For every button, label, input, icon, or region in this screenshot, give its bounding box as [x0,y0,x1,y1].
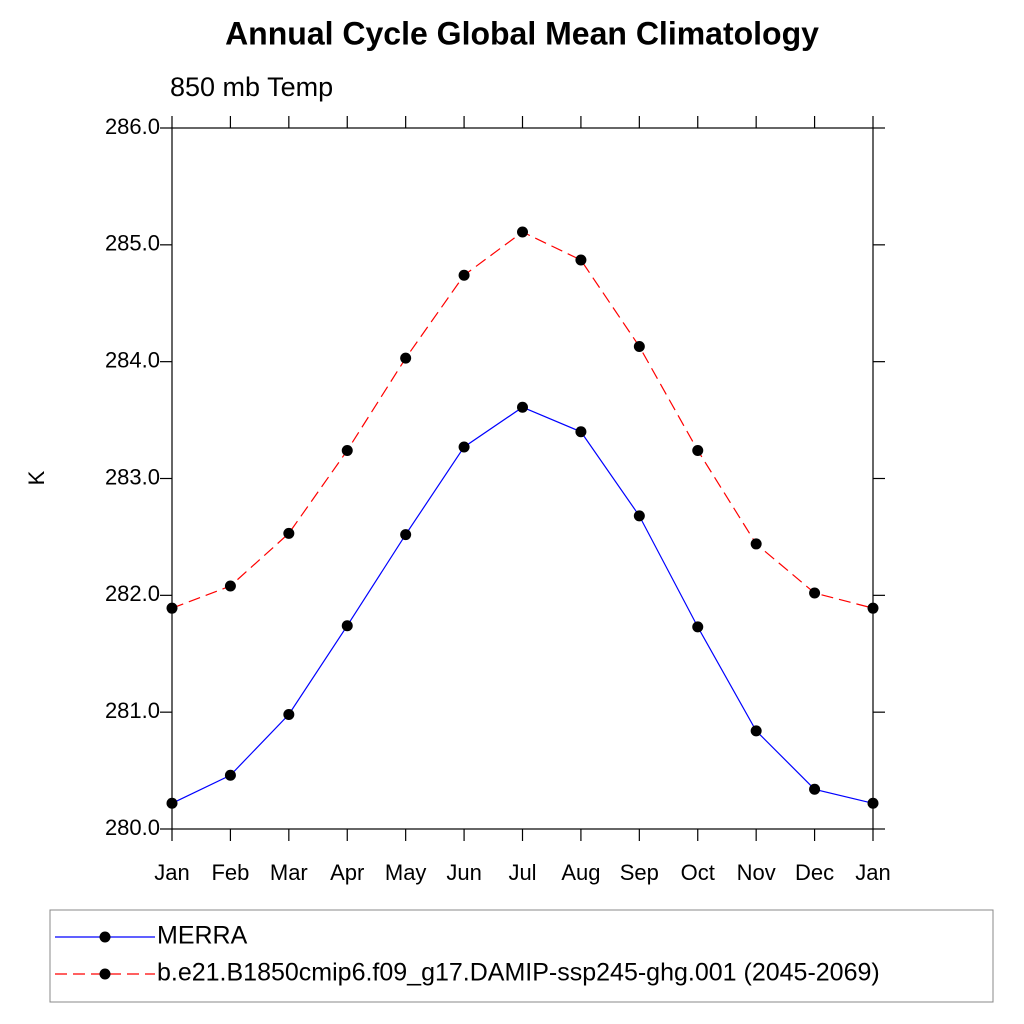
data-point [341,444,353,456]
chart-title: Annual Cycle Global Mean Climatology [225,15,819,51]
x-tick-label: Jan [154,860,189,885]
chart-subtitle: 850 mb Temp [170,72,333,102]
x-tick-label: Dec [795,860,834,885]
data-point [283,709,295,721]
data-point [400,352,412,364]
data-point [575,426,587,438]
data-point [458,441,470,453]
legend-box [49,909,994,1003]
data-point [283,527,295,539]
data-point [633,340,645,352]
data-point [166,797,178,809]
data-point [458,269,470,281]
y-tick-label: 280.0 [105,815,160,840]
x-tick-label: Oct [681,860,715,885]
x-tick-label: Jul [508,860,536,885]
data-point [750,725,762,737]
legend-swatch-marker [99,931,111,943]
x-tick-label: Nov [737,860,776,885]
data-point [750,538,762,550]
data-point [692,621,704,633]
x-tick-label: Aug [561,860,600,885]
y-tick-label: 286.0 [105,114,160,139]
data-point [517,226,528,238]
legend-label: MERRA [157,922,248,950]
x-tick-label: Sep [620,860,659,885]
y-axis-label: K [24,470,49,485]
data-point [867,602,879,614]
data-point [224,580,236,592]
y-tick-label: 281.0 [105,698,160,723]
x-tick-label: Jun [446,860,481,885]
x-tick-label: Mar [270,860,308,885]
x-tick-label: Apr [330,860,364,885]
data-point [633,510,645,522]
y-tick-label: 285.0 [105,231,160,256]
data-point [692,444,704,456]
legend-swatch-marker [99,968,111,980]
data-point [224,769,236,781]
x-tick-label: Feb [211,860,249,885]
y-tick-label: 284.0 [105,347,160,372]
data-point [867,797,879,809]
data-point [517,401,528,413]
x-tick-label: Jan [855,860,890,885]
data-point [809,783,821,795]
legend-label: b.e21.B1850cmip6.f09_g17.DAMIP-ssp245-gh… [157,959,880,987]
y-tick-label: 283.0 [105,464,160,489]
y-tick-label: 282.0 [105,581,160,606]
x-tick-label: May [385,860,427,885]
data-point [341,620,353,632]
data-point [809,587,821,599]
data-point [575,254,587,266]
data-point [166,602,178,614]
data-point [400,529,412,541]
